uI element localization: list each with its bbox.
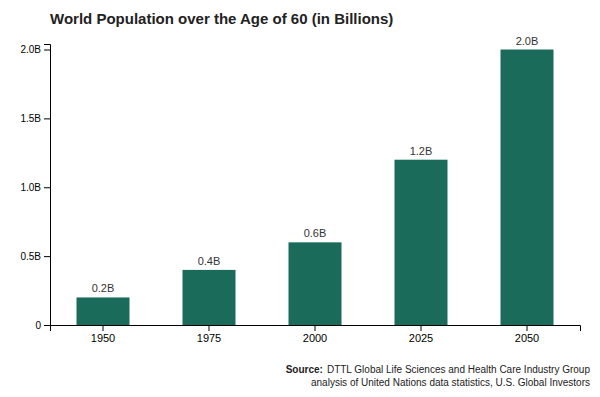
y-tick: 0.5B <box>20 251 50 262</box>
x-tick-label: 2050 <box>515 332 539 344</box>
x-tick-label: 1950 <box>91 332 115 344</box>
x-tick-mark <box>315 325 316 331</box>
data-labels: 0.2B 0.4B 0.6B 1.2B 2.0B <box>92 35 539 295</box>
x-tick: 1975 <box>197 325 221 344</box>
x-tick-label: 1975 <box>197 332 221 344</box>
x-tick: 2050 <box>515 325 539 344</box>
y-axis-line <box>44 45 51 326</box>
title: World Population over the Age of 60 (in … <box>50 10 393 27</box>
bar <box>289 242 342 325</box>
data-label: 2.0B <box>516 35 539 47</box>
bar <box>77 297 130 325</box>
x-axis: 1950 1975 2000 2025 2050 <box>51 325 581 344</box>
x-tick-mark <box>527 325 528 331</box>
y-tick-label: 1.5B <box>20 113 41 124</box>
bar <box>395 160 448 325</box>
y-tick-mark <box>44 256 50 257</box>
plot: 0 0.5B 1.0B 1.5B 2.0B 1950 1975 2000 2025 2050 0.2… <box>20 35 580 344</box>
y-tick-mark <box>44 187 50 188</box>
source: Source: DTTL Global Life Sciences and Hea… <box>286 364 591 375</box>
y-axis: 0 0.5B 1.0B 1.5B 2.0B <box>20 44 50 330</box>
x-tick: 1950 <box>91 325 115 344</box>
x-tick-mark <box>421 325 422 331</box>
y-tick-label: 2.0B <box>20 44 41 55</box>
data-label: 0.6B <box>304 227 327 239</box>
x-tick: 2025 <box>409 325 433 344</box>
x-tick: 2000 <box>303 325 327 344</box>
y-tick-mark <box>44 325 50 326</box>
data-label: 1.2B <box>410 145 433 157</box>
source-label: Source: <box>286 364 323 375</box>
x-tick-mark <box>103 325 104 331</box>
x-tick-mark <box>209 325 210 331</box>
source-text: DTTL Global Life Sciences and Health Car… <box>327 364 591 375</box>
y-tick-mark <box>44 50 50 51</box>
y-tick: 1.0B <box>20 182 50 193</box>
data-label: 0.4B <box>198 255 221 267</box>
x-tick-label: 2000 <box>303 332 327 344</box>
y-tick: 0 <box>35 320 50 331</box>
x-tick-label: 2025 <box>409 332 433 344</box>
source-text: analysis of United Nations data statisti… <box>311 377 590 388</box>
bar <box>501 50 554 325</box>
y-tick-mark <box>44 118 50 119</box>
y-tick: 2.0B <box>20 44 50 55</box>
bar <box>183 270 236 325</box>
y-tick-label: 1.0B <box>20 182 41 193</box>
y-tick-label: 0.5B <box>20 251 41 262</box>
y-tick-label: 0 <box>35 320 41 331</box>
data-label: 0.2B <box>92 282 115 294</box>
bars <box>77 50 554 325</box>
chart: 0 0.5B 1.0B 1.5B 2.0B 1950 1975 2000 2025 2050 0.2… <box>0 0 600 397</box>
y-tick: 1.5B <box>20 113 50 124</box>
x-axis-line <box>51 326 581 332</box>
